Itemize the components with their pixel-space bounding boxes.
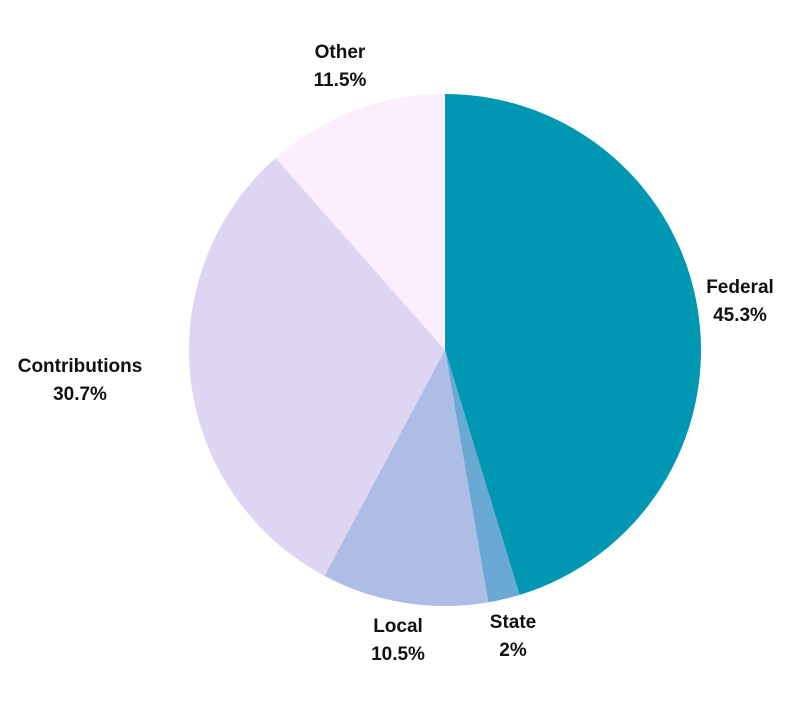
- slice-name-label: Local: [373, 616, 423, 637]
- slice-name-label: Contributions: [18, 356, 143, 377]
- pie-slice-other: [275, 94, 445, 350]
- pie-label-local: Local 10.5%: [371, 616, 425, 665]
- pie-slices: [188, 94, 702, 607]
- pie-label-other: Other 11.5%: [314, 42, 367, 91]
- pie-label-contributions: Contributions 30.7%: [18, 356, 143, 405]
- pie-slice-state: [445, 350, 520, 603]
- slice-name-label: Other: [315, 42, 366, 63]
- pie-label-federal: Federal 45.3%: [706, 277, 774, 326]
- slice-value-label: 45.3%: [713, 305, 767, 326]
- pie-slice-federal: [445, 94, 702, 595]
- slice-value-label: 2%: [499, 640, 527, 661]
- slice-value-label: 10.5%: [371, 644, 425, 665]
- pie-slice-local: [324, 350, 489, 607]
- slice-name-label: Federal: [706, 277, 774, 298]
- slice-value-label: 30.7%: [53, 384, 107, 405]
- slice-value-label: 11.5%: [314, 70, 367, 91]
- pie-slice-contributions: [188, 157, 445, 576]
- slice-name-label: State: [490, 612, 536, 633]
- pie-labels: Federal 45.3% State 2% Local 10.5% Contributio…: [18, 42, 774, 665]
- pie-label-state: State 2%: [490, 612, 536, 661]
